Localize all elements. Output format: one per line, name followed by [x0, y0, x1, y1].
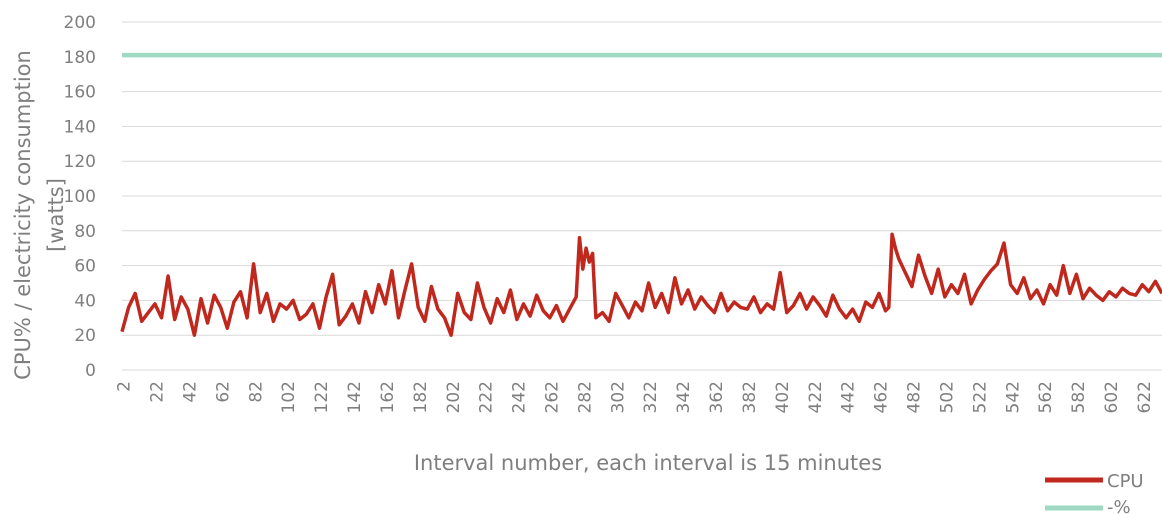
x-tick-label: 222 [477, 381, 497, 413]
y-tick-label: 0 [85, 361, 96, 381]
x-tick-label: 602 [1102, 381, 1122, 413]
x-tick-label: 582 [1069, 381, 1089, 413]
x-tick-label: 462 [872, 381, 892, 413]
x-tick-label: 622 [1135, 381, 1155, 413]
x-tick-label: 322 [641, 381, 661, 413]
y-axis-label-line2: [watts] [44, 178, 68, 252]
series-lines [120, 52, 1162, 337]
x-tick-label: 102 [279, 381, 299, 413]
x-tick-label: 562 [1036, 381, 1056, 413]
x-tick-label: 242 [510, 381, 530, 413]
y-axis-ticks: 0 20 40 60 80 100 120 140 160 180 200 [64, 13, 96, 381]
x-tick-label: 542 [1003, 381, 1023, 413]
x-tick-label: 382 [740, 381, 760, 413]
y-tick-label: 60 [74, 257, 96, 277]
y-tick-label: 180 [64, 48, 96, 68]
x-axis-ticks: 2 22 42 62 82 102 122 142 162 182 202 222 242 262 282 3… [115, 381, 1155, 413]
x-tick-label: 142 [345, 381, 365, 413]
x-tick-label: 502 [937, 381, 957, 413]
y-tick-label: 100 [64, 187, 96, 207]
x-tick-label: 362 [707, 381, 727, 413]
x-tick-label: 82 [246, 381, 266, 403]
y-tick-label: 120 [64, 152, 96, 172]
x-tick-label: 302 [608, 381, 628, 413]
x-tick-label: 22 [148, 381, 168, 403]
x-tick-label: 62 [213, 381, 233, 403]
x-tick-label: 262 [542, 381, 562, 413]
x-tick-label: 42 [180, 381, 200, 403]
x-tick-label: 182 [411, 381, 431, 413]
series-line-cpu [120, 232, 1162, 337]
x-tick-label: 342 [674, 381, 694, 413]
x-tick-label: 522 [970, 381, 990, 413]
y-tick-label: 200 [64, 13, 96, 33]
x-tick-label: 2 [115, 381, 135, 392]
x-tick-label: 482 [905, 381, 925, 413]
y-tick-label: 160 [64, 83, 96, 103]
x-tick-label: 162 [378, 381, 398, 413]
x-tick-label: 202 [444, 381, 464, 413]
x-axis-label: Interval number, each interval is 15 min… [414, 451, 882, 475]
y-tick-label: 80 [74, 222, 96, 242]
y-tick-label: 20 [74, 326, 96, 346]
legend-label-cpu: CPU [1107, 471, 1144, 492]
x-tick-label: 282 [575, 381, 595, 413]
gridlines [122, 21, 1162, 371]
x-tick-label: 442 [839, 381, 859, 413]
x-tick-label: 122 [312, 381, 332, 413]
y-tick-label: 40 [74, 291, 96, 311]
x-tick-label: 422 [806, 381, 826, 413]
legend: CPU -% [1045, 471, 1144, 515]
x-tick-label: 402 [773, 381, 793, 413]
y-tick-label: 140 [64, 117, 96, 137]
y-axis-label-line1: CPU% / electricity consumption [11, 50, 35, 380]
legend-label-percent: -% [1107, 497, 1131, 515]
